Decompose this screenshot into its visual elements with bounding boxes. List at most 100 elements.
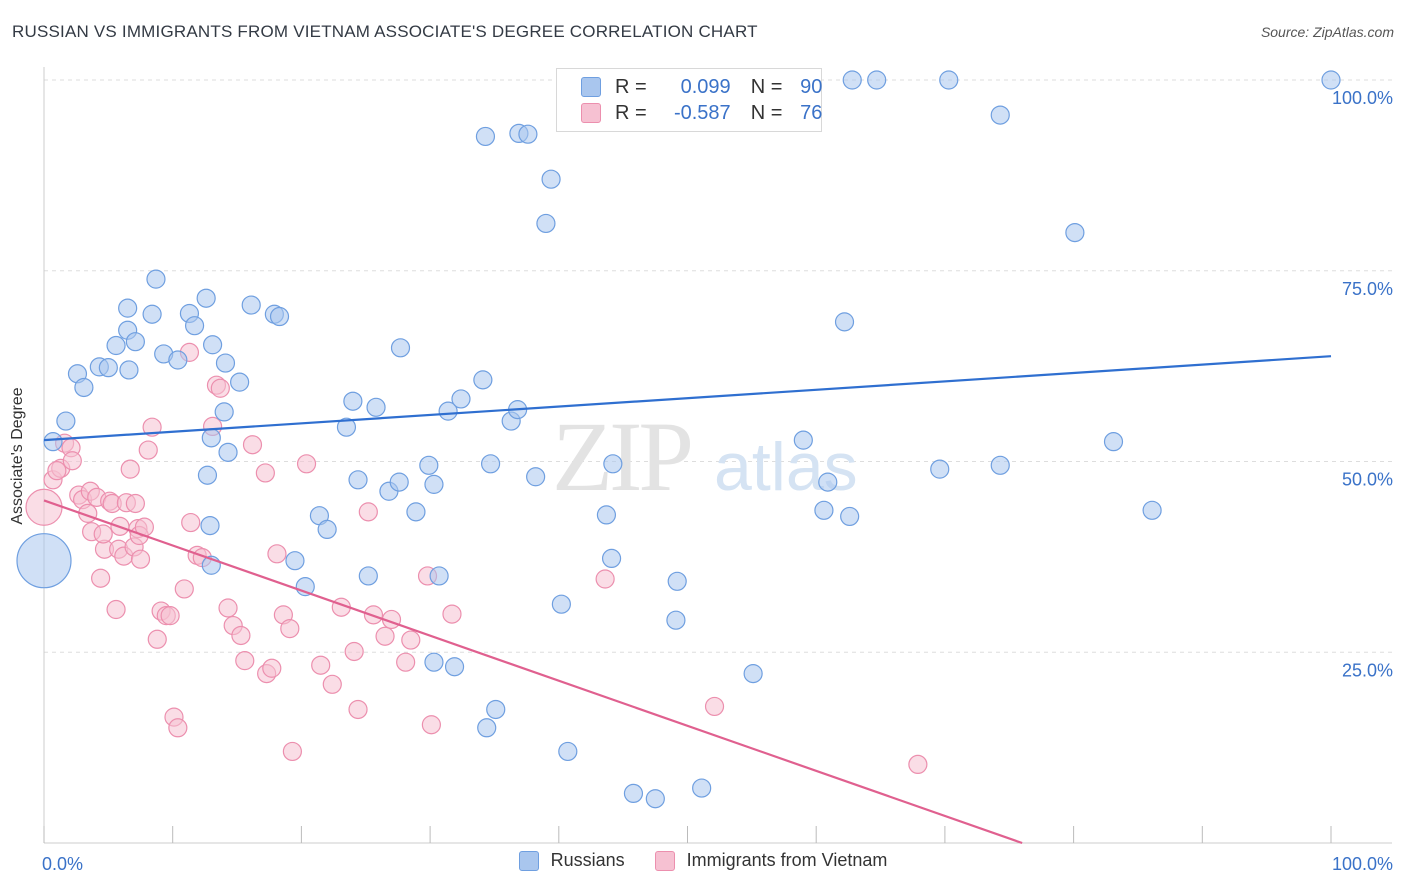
data-point-vietnam [322,674,342,694]
legend-row-russians: R = 0.099 N = 90 [581,75,822,99]
data-point-vietnam [130,549,151,569]
data-point-russians [74,377,94,398]
x-tick-label: 100.0% [1332,854,1393,874]
data-point-russians [743,664,763,684]
x-tick-label: 0.0% [42,854,83,874]
data-point-russians [419,455,439,475]
data-point-vietnam [255,463,275,483]
data-point-russians [990,455,1010,475]
data-point-vietnam [344,641,364,662]
data-point-vietnam [442,604,462,624]
data-point-russians [558,741,578,762]
data-point-russians [477,718,497,738]
series-vietnam-points [25,342,928,775]
data-point-russians [106,335,126,356]
data-point-russians [536,213,556,234]
data-point-russians [201,428,221,448]
legend-r-label: R = [615,101,647,124]
data-point-russians [990,105,1010,125]
data-point-russians [429,566,449,586]
data-point-russians [840,506,860,527]
y-axis-label: Associate's Degree [9,387,26,525]
data-point-vietnam [138,440,158,460]
legend-item-vietnam: Immigrants from Vietnam [654,850,887,871]
data-point-russians [1103,432,1124,452]
data-point-russians [793,430,813,450]
data-point-vietnam [147,629,167,649]
data-point-vietnam [168,718,188,738]
watermark-atlas: atlas [714,429,858,505]
data-point-russians [168,350,188,370]
y-tick-label: 100.0% [1332,88,1393,108]
data-point-russians [692,778,712,798]
data-point-russians [343,391,363,411]
data-point-russians [444,657,465,677]
watermark: ZIP atlas [552,401,858,512]
data-point-russians [666,610,686,630]
legend-swatch-russians [581,77,601,97]
data-point-vietnam [25,488,63,526]
data-point-russians [336,417,357,437]
data-point-vietnam [91,568,111,588]
legend-row-vietnam: R = -0.587 N = 76 [581,101,822,125]
data-point-vietnam [93,524,113,544]
legend-item-russians: Russians [518,850,625,871]
data-point-vietnam [375,626,395,646]
data-point-russians [43,432,63,452]
data-point-russians [834,312,855,332]
data-point-russians [285,551,305,571]
y-tick-label: 75.0% [1342,279,1393,299]
y-tick-label: 50.0% [1342,470,1393,490]
data-point-vietnam [296,454,317,474]
data-point-vietnam [262,658,282,678]
series-legend: Russians Immigrants from Vietnam [0,850,1406,871]
source-label: Source: ZipAtlas.com [1260,24,1394,40]
data-point-russians [551,594,571,614]
data-point-russians [214,402,234,422]
data-point-vietnam [348,699,368,720]
trend-line-vietnam [43,499,1023,845]
data-point-russians [486,699,506,720]
data-point-russians [197,465,218,485]
data-point-vietnam [311,655,331,675]
trend-lines [43,355,1332,845]
correlation-legend: R = 0.099 N = 90 R = -0.587 N = 76 [556,68,822,132]
data-point-russians [480,454,501,474]
data-point-vietnam [160,606,180,626]
data-point-russians [667,571,687,591]
data-point-russians [142,304,162,324]
data-point-russians [814,500,834,520]
legend-r-value-russians: 0.099 [680,75,731,98]
data-point-russians [358,566,378,586]
data-point-vietnam [396,652,416,672]
data-point-vietnam [125,493,145,514]
data-point-russians [424,652,444,672]
data-point-russians [118,298,138,318]
data-point-vietnam [231,625,251,646]
data-point-russians [424,474,444,494]
data-point-vietnam [218,598,238,618]
data-point-vietnam [704,696,725,717]
data-point-russians [16,533,72,589]
data-point-russians [1065,223,1085,243]
data-point-russians [389,472,409,492]
data-point-russians [438,401,458,421]
data-point-russians [475,126,496,147]
legend-label-russians: Russians [550,850,625,870]
data-point-russians [56,411,76,431]
data-point-russians [184,316,205,336]
data-point-vietnam [235,651,255,671]
data-point-russians [390,338,411,358]
data-point-vietnam [421,715,441,735]
data-point-russians [596,505,617,525]
data-point-russians [317,519,337,540]
data-point-russians [146,269,166,289]
data-point-russians [601,548,622,569]
data-point-russians [939,70,959,90]
data-point-vietnam [282,741,302,762]
grid-lines [44,79,1392,653]
data-point-russians [623,783,644,804]
data-point-vietnam [174,579,194,599]
data-point-russians [1142,500,1162,520]
axes [43,67,1392,844]
